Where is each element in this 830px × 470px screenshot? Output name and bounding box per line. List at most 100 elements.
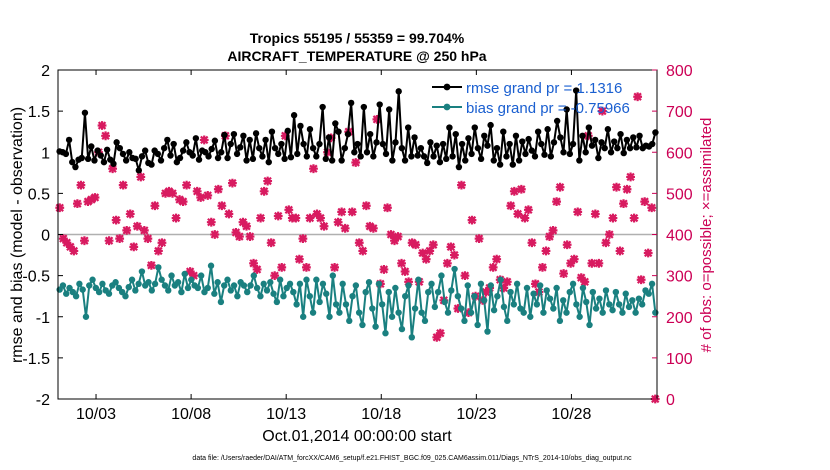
obs-assimilated-point <box>566 258 576 268</box>
obs-assimilated-point <box>90 193 100 202</box>
obs-assimilated-point <box>612 182 621 192</box>
obs-assimilated-point <box>203 191 213 200</box>
bias-point <box>148 287 155 294</box>
bias-point <box>507 288 514 296</box>
bias-point <box>533 301 541 308</box>
bias-point <box>481 297 488 304</box>
obs-assimilated-point <box>256 213 266 223</box>
obs-assimilated-point <box>319 221 329 231</box>
obs-possible-point <box>264 177 271 184</box>
rmse-point <box>138 153 146 160</box>
obs-assimilated-point <box>488 263 498 272</box>
bias-point <box>500 303 508 311</box>
bias-point <box>550 305 557 312</box>
bias-point <box>583 298 590 306</box>
bias-point <box>319 280 327 288</box>
obs-assimilated-point <box>150 201 160 211</box>
legend-rmse-label: rmse grand pr = 1.1316 <box>466 80 622 97</box>
rmse-point <box>557 134 564 141</box>
bias-point <box>359 321 366 329</box>
bias-point <box>178 288 185 296</box>
rmse-point <box>300 140 307 148</box>
bias-point <box>573 301 580 308</box>
obs-assimilated-point <box>154 246 163 256</box>
obs-possible-point <box>631 214 637 221</box>
bias-point <box>122 292 129 300</box>
bias-point <box>270 290 277 297</box>
bias-point <box>227 287 234 294</box>
rmse-point <box>468 150 475 158</box>
obs-possible-point <box>507 202 514 209</box>
rmse-point <box>541 151 548 158</box>
obs-assimilated-point <box>192 186 202 196</box>
obs-possible-point <box>359 247 366 254</box>
obs-assimilated-point <box>548 225 558 235</box>
bias-point <box>158 276 165 283</box>
obs-possible-point <box>92 194 98 200</box>
obs-assimilated-point <box>115 234 125 244</box>
rmse-point <box>569 140 577 148</box>
obs-assimilated-point <box>390 236 399 246</box>
obs-assimilated-point <box>442 258 452 268</box>
bias-point <box>619 309 626 316</box>
rmse-point <box>347 99 355 107</box>
obs-assimilated-point <box>555 182 565 192</box>
obs-possible-point <box>402 268 408 275</box>
obs-possible-point <box>588 259 595 266</box>
rmse-point <box>268 128 276 135</box>
obs-assimilated-point <box>626 172 635 182</box>
bias-point <box>316 298 323 306</box>
obs-possible-point <box>490 264 497 270</box>
obs-possible-point <box>218 202 225 209</box>
rmse-point <box>259 153 266 160</box>
bias-point <box>474 321 481 329</box>
obs-possible-point <box>243 222 250 229</box>
bias-point <box>181 270 188 278</box>
obs-assimilated-point <box>280 131 290 141</box>
bias-point <box>336 309 343 316</box>
obs-assimilated-point <box>316 213 325 223</box>
rmse-point <box>496 161 504 168</box>
obs-possible-point <box>395 233 401 240</box>
obs-assimilated-point <box>118 180 128 190</box>
bias-point <box>563 309 570 316</box>
bias-point <box>138 268 146 275</box>
rmse-point <box>607 149 615 156</box>
rmse-point <box>572 87 580 94</box>
obs-possible-point <box>529 239 535 246</box>
obs-possible-point <box>201 136 208 143</box>
obs-possible-point <box>423 255 430 262</box>
rmse-point <box>249 155 257 163</box>
rmse-point <box>366 130 374 138</box>
obs-possible-point <box>581 278 588 285</box>
rmse-point <box>363 149 371 156</box>
bias-point <box>313 276 320 283</box>
obs-assimilated-point <box>270 271 280 281</box>
bias-point <box>204 284 211 292</box>
bias-point <box>221 282 228 289</box>
rmse-point <box>398 144 406 152</box>
obs-possible-point <box>310 165 317 172</box>
rmse-point <box>338 157 345 164</box>
obs-assimilated-point <box>590 209 600 219</box>
obs-assimilated-point <box>513 209 523 219</box>
bias-point <box>520 309 527 316</box>
obs-possible-point <box>159 239 165 246</box>
rmse-point <box>360 103 368 111</box>
rmse-point <box>487 121 494 129</box>
obs-assimilated-point <box>608 213 618 223</box>
data-file-footer: data file: /Users/raeder/DAI/ATM_forcXX/… <box>192 455 632 462</box>
bias-point <box>369 305 376 312</box>
obs-assimilated-point <box>372 114 382 124</box>
obs-possible-point <box>617 247 623 254</box>
bias-point <box>125 283 132 291</box>
obs-possible-point <box>180 198 186 205</box>
obs-assimilated-point <box>97 121 107 130</box>
rmse-point <box>262 136 269 144</box>
bias-point <box>382 330 389 337</box>
rmse-point <box>601 144 608 152</box>
rmse-point <box>405 124 412 131</box>
rmse-point <box>303 153 310 160</box>
rmse-point <box>500 128 507 135</box>
bias-point <box>438 272 445 279</box>
